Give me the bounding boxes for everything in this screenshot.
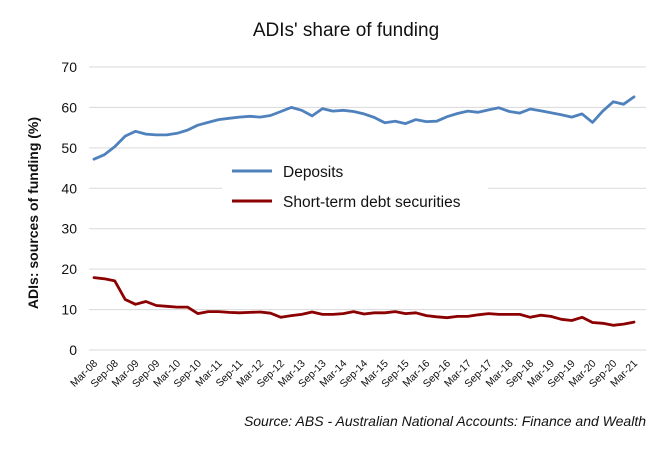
- x-axis-ticks: Mar-08Sep-08Mar-09Sep-09Mar-10Sep-10Mar-…: [68, 358, 640, 391]
- legend-box: [222, 152, 488, 218]
- y-axis-ticks: 0 10 20 30 40 50 60 70: [61, 59, 77, 358]
- legend-label-short-term-debt: Short-term debt securities: [283, 194, 461, 211]
- legend-label-deposits: Deposits: [283, 164, 344, 181]
- y-tick-label: 60: [61, 99, 77, 115]
- chart-title: ADIs' share of funding: [253, 20, 439, 41]
- series-line-short-term-debt-securities: [92, 276, 636, 327]
- y-tick-label: 40: [61, 180, 77, 196]
- y-tick-label: 20: [61, 261, 77, 277]
- legend: Deposits Short-term debt securities: [222, 152, 488, 218]
- series-line-deposits: [92, 95, 636, 161]
- y-axis-label: ADIs: sources of funding (%): [25, 117, 41, 309]
- y-tick-label: 30: [61, 221, 77, 237]
- series-lines: [92, 95, 636, 327]
- y-tick-label: 0: [69, 342, 77, 358]
- y-tick-label: 50: [61, 140, 77, 156]
- source-note: Source: ABS - Australian National Accoun…: [244, 413, 646, 429]
- y-tick-label: 10: [61, 302, 77, 318]
- y-tick-label: 70: [61, 59, 77, 75]
